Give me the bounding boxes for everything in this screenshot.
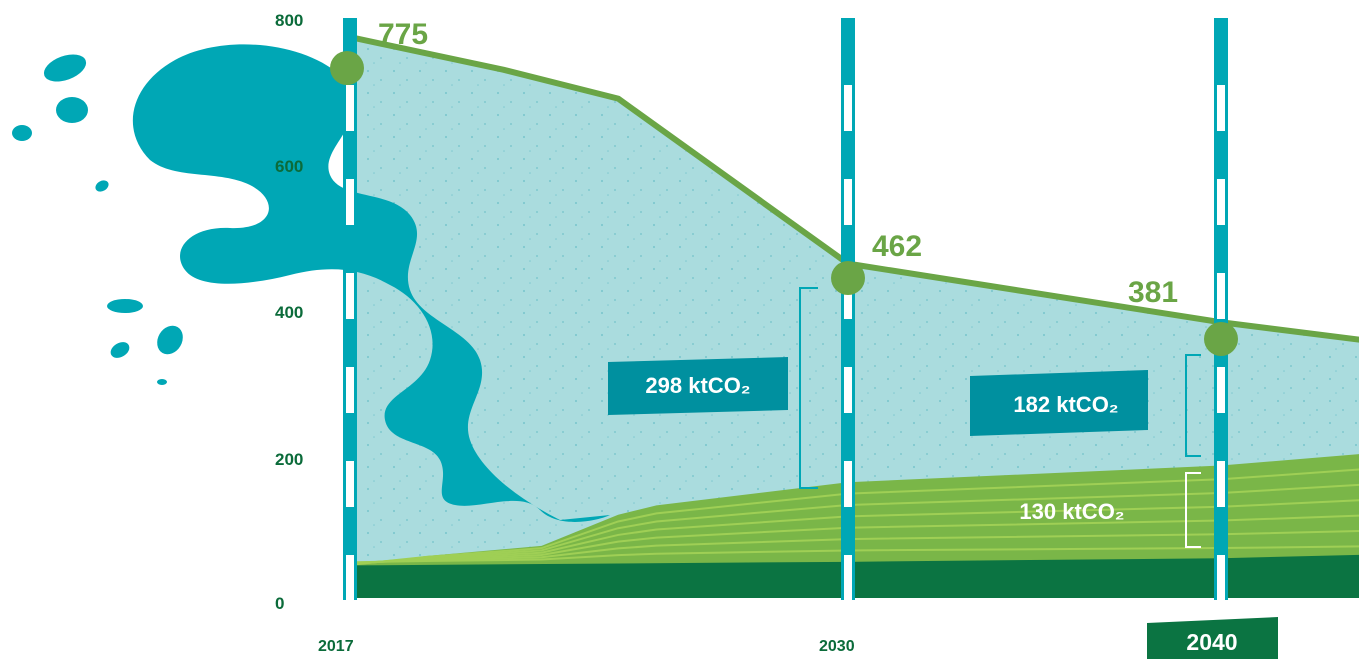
point-2030 bbox=[831, 261, 865, 295]
annotation-298-text: 298 ktCO₂ bbox=[645, 373, 750, 398]
annotation-182: 182 ktCO₂ bbox=[970, 370, 1148, 436]
pole-dash bbox=[844, 179, 852, 225]
y-tick-800: 800 bbox=[275, 11, 303, 30]
pole-dash bbox=[844, 85, 852, 131]
pole-dash bbox=[346, 461, 354, 507]
green-stripe bbox=[349, 545, 1359, 564]
x-axis: 2017 2030 2040 bbox=[318, 617, 1278, 659]
annotation-130-text: 130 ktCO₂ bbox=[1019, 499, 1124, 524]
pole-2030 bbox=[841, 18, 855, 601]
y-tick-0: 0 bbox=[275, 594, 284, 613]
bracket-298 bbox=[799, 287, 818, 489]
green-stripe bbox=[349, 468, 1359, 566]
bracket-130 bbox=[1185, 472, 1201, 548]
point-2040 bbox=[1204, 322, 1238, 356]
pole-dash bbox=[1217, 85, 1225, 131]
pole-dash bbox=[346, 179, 354, 225]
pole-dash bbox=[844, 555, 852, 601]
pole-dash bbox=[1217, 555, 1225, 601]
green-stripe bbox=[349, 514, 1359, 565]
x-tick-2017: 2017 bbox=[318, 638, 354, 655]
green-stripe bbox=[349, 499, 1359, 565]
pole-dash bbox=[1217, 273, 1225, 319]
pole-dash bbox=[346, 85, 354, 131]
bracket-182 bbox=[1185, 354, 1201, 457]
green-stripe bbox=[349, 530, 1359, 564]
green-stripes bbox=[349, 468, 1359, 566]
y-axis: 800 600 400 200 0 bbox=[275, 11, 303, 613]
pole-dash bbox=[346, 367, 354, 413]
green-stripe bbox=[349, 483, 1359, 566]
wave-illustration bbox=[12, 44, 610, 522]
pole-dash bbox=[844, 367, 852, 413]
pole-dash bbox=[844, 273, 852, 319]
pole-2017 bbox=[343, 18, 357, 601]
pole-dash bbox=[844, 461, 852, 507]
pole-dash bbox=[346, 555, 354, 601]
y-tick-400: 400 bbox=[275, 303, 303, 322]
annotation-182-text: 182 ktCO₂ bbox=[1013, 392, 1118, 417]
x-tick-2040-highlight bbox=[1147, 617, 1278, 659]
pole-dash bbox=[1217, 367, 1225, 413]
y-tick-600: 600 bbox=[275, 157, 303, 176]
label-462: 462 bbox=[872, 230, 922, 263]
point-2017 bbox=[330, 51, 364, 85]
total-line bbox=[349, 34, 1359, 343]
annotation-298: 298 ktCO₂ bbox=[608, 357, 788, 415]
y-tick-200: 200 bbox=[275, 450, 303, 469]
pole-dash bbox=[1217, 179, 1225, 225]
label-775: 775 bbox=[378, 18, 428, 51]
pole-2040 bbox=[1214, 18, 1228, 601]
x-tick-2030: 2030 bbox=[819, 638, 855, 655]
pole-dash bbox=[346, 273, 354, 319]
x-tick-2040: 2040 bbox=[1186, 629, 1237, 655]
pole-dash bbox=[1217, 461, 1225, 507]
label-381: 381 bbox=[1128, 276, 1178, 309]
